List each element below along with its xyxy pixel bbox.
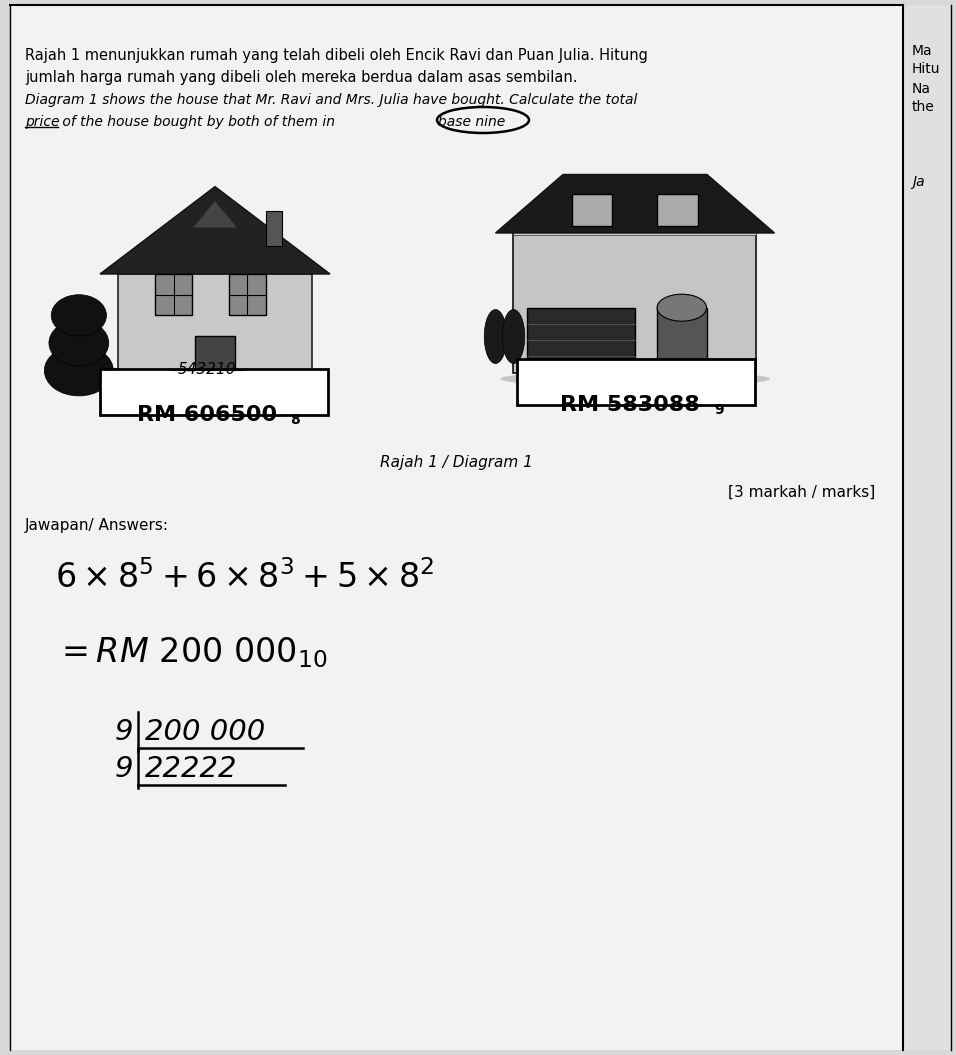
Text: of the house bought by both of them in: of the house bought by both of them in [58,115,339,129]
Text: RM 583088: RM 583088 [560,395,700,415]
Text: Diagram 1 shows the house that Mr. Ravi and Mrs. Julia have bought. Calculate th: Diagram 1 shows the house that Mr. Ravi … [25,93,638,107]
Bar [155,274,192,315]
Polygon shape [100,187,330,274]
Text: [3 markah / marks]: [3 markah / marks] [728,485,875,500]
Text: Rajah 1 menunjukkan rumah yang telah dibeli oleh Encik Ravi dan Puan Julia. Hitu: Rajah 1 menunjukkan rumah yang telah dib… [25,47,648,63]
Text: Hitu: Hitu [912,62,941,76]
Polygon shape [192,200,238,228]
Ellipse shape [52,294,106,337]
Text: 200 000: 200 000 [145,718,265,746]
Text: base nine: base nine [438,115,506,129]
Bar [517,359,755,405]
Text: 543210: 543210 [178,362,236,377]
Text: price: price [25,115,59,129]
Ellipse shape [502,309,525,364]
Ellipse shape [104,385,325,402]
Polygon shape [495,174,774,233]
Text: 8: 8 [290,413,300,427]
Text: Ja: Ja [912,175,924,189]
Ellipse shape [44,345,114,396]
Bar [73,339,85,389]
Ellipse shape [500,370,770,387]
Bar [513,228,756,235]
Ellipse shape [49,320,109,366]
Text: the: the [912,100,935,114]
Text: Ma: Ma [912,44,933,58]
Text: RM 606500: RM 606500 [137,405,277,425]
Bar [658,308,707,372]
FancyBboxPatch shape [10,5,903,1050]
Ellipse shape [485,309,507,364]
Text: 9: 9 [714,403,724,417]
Bar [563,174,707,233]
Text: 22222: 22222 [145,755,237,783]
Text: Jawapan/ Answers:: Jawapan/ Answers: [25,518,169,533]
Bar [513,233,756,372]
Bar [100,369,328,415]
Text: $= RM\ 200\ 000_{10}$: $= RM\ 200\ 000_{10}$ [55,635,328,670]
Bar [658,194,698,226]
Text: Na: Na [912,82,931,96]
Text: 9: 9 [115,718,133,746]
Bar [572,194,613,226]
Bar [527,308,635,372]
Bar [228,274,266,315]
Text: jumlah harga rumah yang dibeli oleh mereka berdua dalam asas sembilan.: jumlah harga rumah yang dibeli oleh mere… [25,70,577,85]
FancyBboxPatch shape [903,5,951,1050]
Bar [195,335,235,389]
Text: Rajah 1 / Diagram 1: Rajah 1 / Diagram 1 [380,455,532,469]
Text: 9: 9 [115,755,133,783]
Text: $6\times8^5+6\times8^3+5\times8^2$: $6\times8^5+6\times8^3+5\times8^2$ [55,560,434,595]
Ellipse shape [657,294,706,321]
Bar [119,274,312,389]
Bar [266,211,282,247]
